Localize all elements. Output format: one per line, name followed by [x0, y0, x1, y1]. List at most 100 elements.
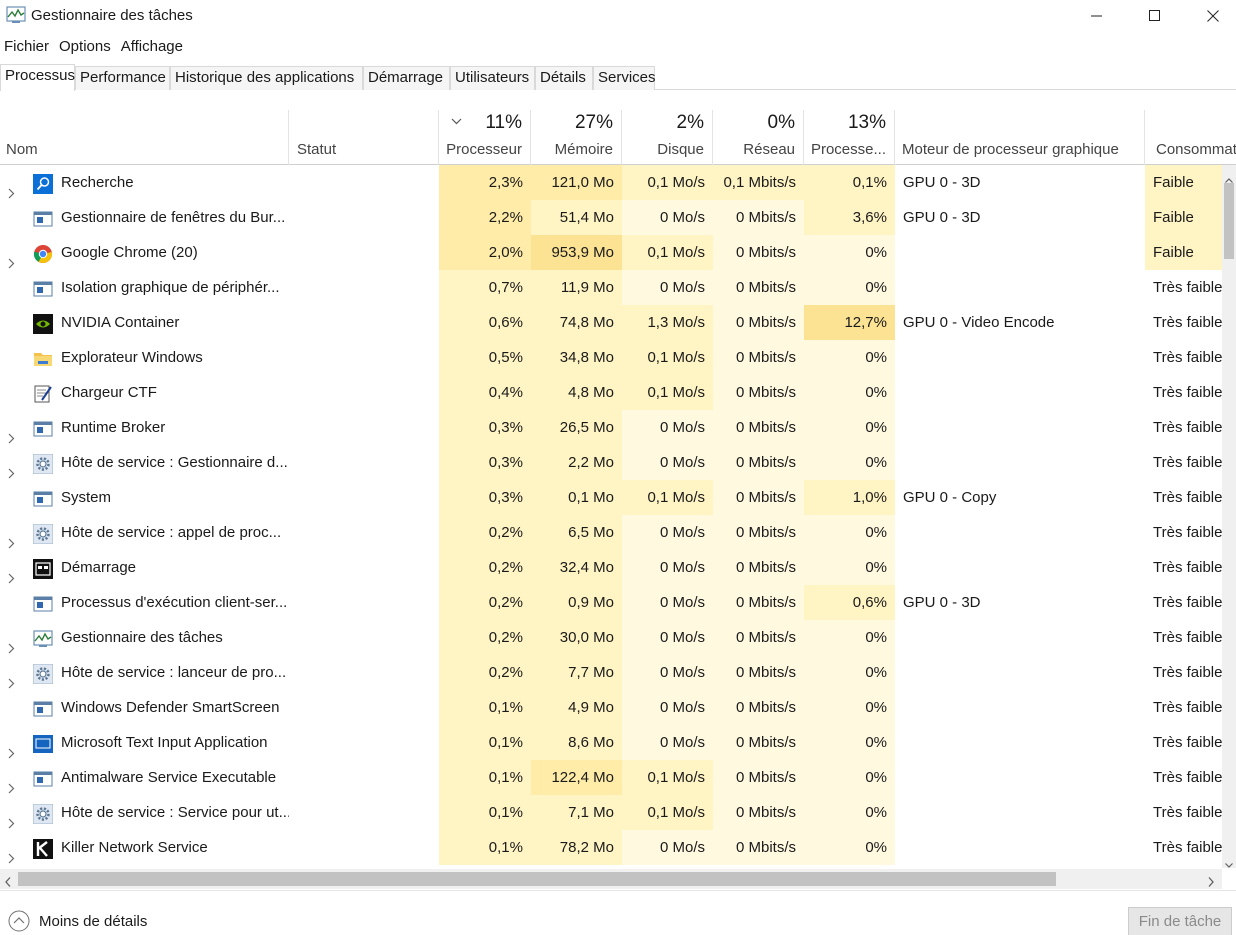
gpu-cell: 0% — [804, 725, 895, 760]
network-cell: 0 Mbits/s — [713, 235, 804, 270]
process-name: Gestionnaire de fenêtres du Bur... — [61, 209, 286, 226]
col-cpu[interactable]: 11% Processeur — [439, 110, 531, 165]
power-cell: Très faible — [1145, 550, 1222, 585]
nvidia-icon — [33, 312, 53, 334]
process-name: Chargeur CTF — [61, 384, 157, 401]
col-network[interactable]: 0% Réseau — [713, 110, 804, 165]
vertical-scrollbar[interactable] — [1222, 165, 1236, 868]
col-status[interactable]: Statut — [289, 110, 439, 165]
table-row[interactable]: Hôte de service : appel de proc... 0,2% 6,… — [0, 515, 1222, 550]
status-cell — [289, 235, 439, 270]
memory-cell: 0,1 Mo — [531, 480, 622, 515]
network-cell: 0 Mbits/s — [713, 515, 804, 550]
gpu-cell: 0% — [804, 410, 895, 445]
tab-utilisateurs[interactable]: Utilisateurs — [450, 66, 535, 90]
table-row[interactable]: Gestionnaire des tâches 0,2% 30,0 Mo 0 Mo/s… — [0, 620, 1222, 655]
col-gpu[interactable]: 13% Processe... — [804, 110, 895, 165]
col-memory-pct: 27% — [574, 112, 613, 133]
cpu-cell: 0,2% — [439, 585, 531, 620]
network-cell: 0 Mbits/s — [713, 305, 804, 340]
table-row[interactable]: System 0,3% 0,1 Mo 0,1 Mo/s 0 Mbits/s 1,0% GPU… — [0, 480, 1222, 515]
maximize-button[interactable] — [1126, 0, 1184, 32]
menu-affichage[interactable]: Affichage — [120, 38, 183, 55]
table-row[interactable]: Hôte de service : Gestionnaire d... 0,3% 2… — [0, 445, 1222, 480]
tab-processus[interactable]: Processus — [0, 64, 75, 91]
table-row[interactable]: Windows Defender SmartScreen 0,1% 4,9 Mo 0 … — [0, 690, 1222, 725]
expand-chevron-icon[interactable] — [8, 457, 15, 480]
expand-chevron-icon[interactable] — [8, 842, 15, 865]
network-cell: 0 Mbits/s — [713, 270, 804, 305]
status-cell — [289, 445, 439, 480]
power-cell: Faible — [1145, 200, 1222, 235]
memory-cell: 51,4 Mo — [531, 200, 622, 235]
expand-chevron-icon[interactable] — [8, 667, 15, 690]
expand-chevron-icon[interactable] — [8, 177, 15, 200]
status-cell — [289, 585, 439, 620]
tab-historique[interactable]: Historique des applications — [170, 66, 363, 90]
process-name-cell: Gestionnaire de fenêtres du Bur... — [0, 200, 289, 235]
window-app-icon — [33, 767, 53, 787]
col-name[interactable]: Nom — [0, 110, 289, 165]
table-row[interactable]: Antimalware Service Executable 0,1% 122,4 … — [0, 760, 1222, 795]
gpu-cell: 0% — [804, 515, 895, 550]
col-disk[interactable]: 2% Disque — [622, 110, 713, 165]
table-row[interactable]: Démarrage 0,2% 32,4 Mo 0 Mo/s 0 Mbits/s 0% Trè… — [0, 550, 1222, 585]
table-row[interactable]: Hôte de service : lanceur de pro... 0,2% 7… — [0, 655, 1222, 690]
tab-services[interactable]: Services — [593, 66, 656, 90]
table-row[interactable]: Recherche 2,3% 121,0 Mo 0,1 Mo/s 0,1 Mbits/s… — [0, 165, 1222, 200]
close-button[interactable] — [1184, 0, 1236, 32]
power-cell: Très faible — [1145, 760, 1222, 795]
horizontal-scrollbar[interactable] — [0, 869, 1222, 889]
col-gpu-engine[interactable]: Moteur de processeur graphique — [895, 110, 1145, 165]
tab-performance[interactable]: Performance — [75, 66, 170, 90]
expand-chevron-icon[interactable] — [8, 632, 15, 655]
table-row[interactable]: Explorateur Windows 0,5% 34,8 Mo 0,1 Mo/s 0 … — [0, 340, 1222, 375]
menu-options[interactable]: Options — [59, 38, 111, 55]
table-row[interactable]: Isolation graphique de périphér... 0,7% 11… — [0, 270, 1222, 305]
expand-chevron-icon[interactable] — [8, 807, 15, 830]
expand-chevron-icon[interactable] — [8, 737, 15, 760]
expand-chevron-icon[interactable] — [8, 247, 15, 270]
scroll-right-icon[interactable] — [1208, 874, 1214, 891]
table-row[interactable]: Google Chrome (20) 2,0% 953,9 Mo 0,1 Mo/s 0 … — [0, 235, 1222, 270]
col-power[interactable]: Consommat — [1145, 110, 1236, 165]
horizontal-scroll-thumb[interactable] — [18, 872, 1056, 886]
scroll-up-icon[interactable] — [1225, 170, 1233, 187]
end-task-button[interactable]: Fin de tâche — [1128, 907, 1232, 935]
network-cell: 0 Mbits/s — [713, 655, 804, 690]
minimize-button[interactable] — [1068, 0, 1126, 32]
scroll-left-icon[interactable] — [5, 874, 11, 891]
table-row[interactable]: NVIDIA Container 0,6% 74,8 Mo 1,3 Mo/s 0 Mbi… — [0, 305, 1222, 340]
less-details-link[interactable]: Moins de détails — [39, 913, 148, 930]
table-row[interactable]: Microsoft Text Input Application 0,1% 8,6 … — [0, 725, 1222, 760]
power-cell: Très faible — [1145, 305, 1222, 340]
expand-chevron-icon[interactable] — [8, 527, 15, 550]
tab-demarrage[interactable]: Démarrage — [363, 66, 450, 90]
process-name: Démarrage — [61, 559, 137, 576]
table-row[interactable]: Gestionnaire de fenêtres du Bur... 2,2% 51… — [0, 200, 1222, 235]
table-row[interactable]: Runtime Broker 0,3% 26,5 Mo 0 Mo/s 0 Mbits/s… — [0, 410, 1222, 445]
cpu-cell: 0,2% — [439, 620, 531, 655]
power-cell: Faible — [1145, 165, 1222, 200]
vertical-scroll-thumb[interactable] — [1224, 183, 1234, 259]
gpu-cell: 0,1% — [804, 165, 895, 200]
table-row[interactable]: Chargeur CTF 0,4% 4,8 Mo 0,1 Mo/s 0 Mbits/s 0… — [0, 375, 1222, 410]
process-name: Hôte de service : Service pour ut... — [61, 804, 289, 821]
col-memory[interactable]: 27% Mémoire — [531, 110, 622, 165]
process-name: Google Chrome (20) — [61, 244, 198, 261]
scroll-down-icon[interactable] — [1225, 855, 1233, 872]
table-row[interactable]: Hôte de service : Service pour ut... 0,1%… — [0, 795, 1222, 830]
table-row[interactable]: Killer Network Service 0,1% 78,2 Mo 0 Mo/s 0… — [0, 830, 1222, 865]
expand-chevron-icon[interactable] — [8, 562, 15, 585]
table-row[interactable]: Processus d'exécution client-ser... 0,2% 0… — [0, 585, 1222, 620]
col-memory-label: Mémoire — [554, 141, 613, 158]
power-cell: Faible — [1145, 235, 1222, 270]
cpu-cell: 0,5% — [439, 340, 531, 375]
expand-chevron-icon[interactable] — [8, 422, 15, 445]
collapse-details-icon[interactable] — [8, 910, 30, 935]
gpu-engine-cell: GPU 0 - Video Encode — [903, 314, 1055, 331]
tab-details[interactable]: Détails — [535, 66, 593, 90]
menu-fichier[interactable]: Fichier — [4, 38, 50, 55]
expand-chevron-icon[interactable] — [8, 772, 15, 795]
process-name: Hôte de service : Gestionnaire d... — [61, 454, 288, 471]
